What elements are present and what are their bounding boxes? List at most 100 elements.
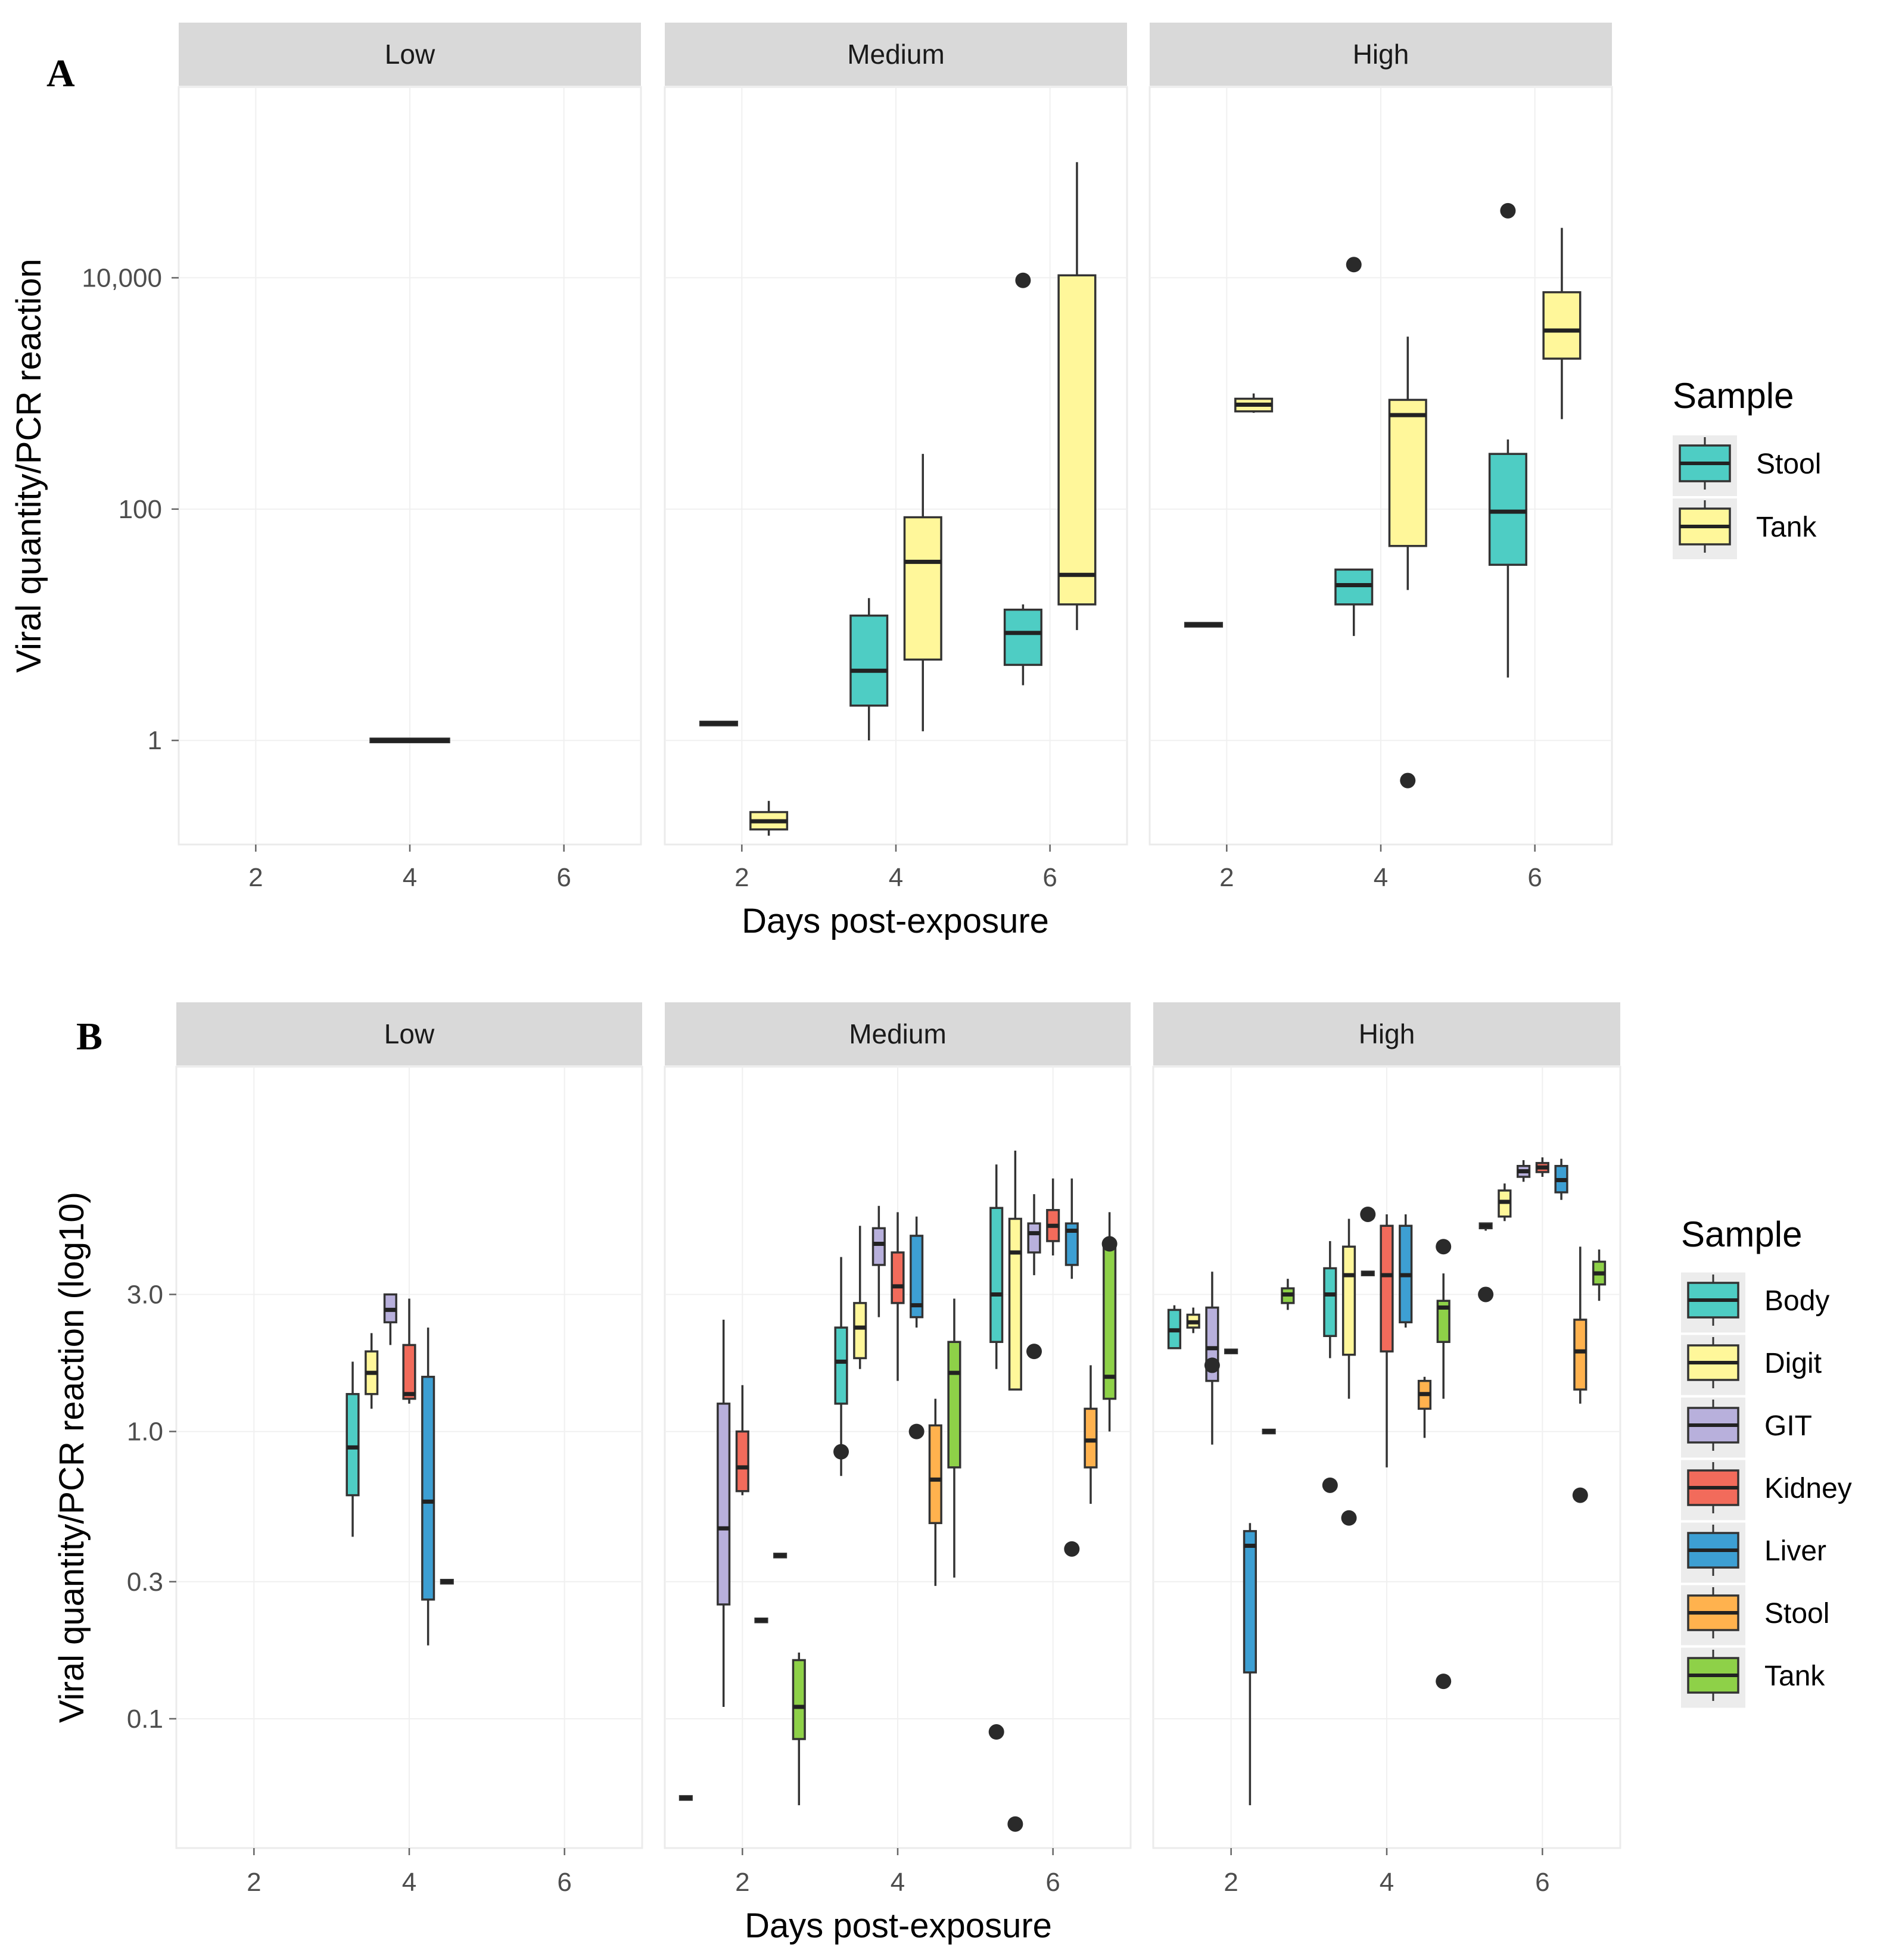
box-liver-day4	[908, 1216, 925, 1439]
box-iqr	[717, 1403, 731, 1606]
box-iqr	[402, 1344, 416, 1400]
legend-label: Tank	[1756, 512, 1817, 543]
legend-label: Liver	[1764, 1535, 1826, 1567]
box-iqr	[1064, 1222, 1079, 1266]
box-tank-day6	[1592, 1249, 1607, 1301]
y-tick-label: 1.0	[127, 1417, 163, 1447]
box-stool-day4	[1417, 1376, 1432, 1438]
legend-item-tank: Tank	[1681, 1647, 1825, 1708]
box-liver-day2	[754, 1618, 768, 1624]
box-stool-day6	[1572, 1247, 1588, 1503]
legend-label: Digit	[1764, 1348, 1822, 1379]
outlier-point	[1500, 202, 1516, 219]
box-body-day6	[1478, 1222, 1494, 1302]
box-iqr	[1084, 1407, 1098, 1469]
x-tick-label: 4	[403, 863, 417, 892]
facet-strip-label: High	[1353, 39, 1409, 70]
outlier-point	[908, 1423, 925, 1439]
box-stool-day2	[1184, 622, 1224, 628]
legend-item-stool: Stool	[1673, 435, 1821, 496]
box-iqr	[989, 1207, 1004, 1343]
legend: Sample Body Digit GIT Kidney Liver Stool Tank	[1681, 1214, 1852, 1708]
box-stool-day4	[369, 737, 450, 743]
outlier-point	[988, 1724, 1004, 1740]
box-stool-day6	[1084, 1365, 1098, 1504]
facet-medium: Medium 2 4 6	[664, 1002, 1132, 1897]
outlier-point	[833, 1444, 849, 1460]
box-stool-day2	[1262, 1428, 1276, 1435]
box-digit-day4	[1341, 1219, 1357, 1526]
box-iqr	[1573, 1319, 1587, 1391]
box-liver-day6	[1554, 1158, 1568, 1200]
y-tick-label: 1	[148, 726, 162, 755]
facet-strip	[665, 1002, 1131, 1065]
box-stool-day6	[1488, 202, 1527, 678]
outlier-point	[1478, 1286, 1494, 1302]
outlier-point	[1436, 1674, 1452, 1690]
box-digit-day4	[853, 1226, 867, 1369]
panel-letter: A	[46, 52, 75, 95]
facet-high: High 2 4 6	[1148, 23, 1613, 892]
box-body-day4	[1322, 1241, 1338, 1493]
box-iqr	[903, 516, 942, 661]
x-tick-label: 2	[247, 1868, 261, 1897]
facet-strip-label: Medium	[849, 1018, 947, 1049]
x-tick-label: 6	[556, 863, 571, 892]
box-tank-day4	[903, 454, 942, 731]
outlier-point	[1341, 1510, 1357, 1526]
outlier-point	[1204, 1357, 1220, 1373]
box-liver-day4	[1399, 1214, 1413, 1328]
box-stool-day4	[440, 1579, 454, 1585]
outlier-point	[1436, 1239, 1452, 1255]
facet-medium: Medium 2 4 6	[664, 23, 1128, 892]
y-axis-title: Viral quantity/PCR reaction (log10)	[52, 1192, 91, 1723]
legend-item-git: GIT	[1681, 1397, 1812, 1458]
x-axis-title: Days post-exposure	[745, 1906, 1052, 1945]
box-kidney-day4	[891, 1212, 905, 1381]
box-kidney-day2	[1224, 1348, 1238, 1354]
box-kidney-day2	[735, 1385, 749, 1495]
box-iqr	[853, 1302, 867, 1360]
box-tank-day4	[1388, 336, 1427, 789]
box-iqr	[1341, 1245, 1356, 1356]
x-tick-label: 4	[402, 1868, 416, 1897]
legend-label: Stool	[1764, 1598, 1829, 1629]
box-tank-day6	[1101, 1212, 1118, 1432]
box-iqr	[1542, 291, 1582, 360]
legend-item-stool: Stool	[1681, 1585, 1829, 1646]
box-iqr	[928, 1424, 942, 1525]
y-axis-title: Viral quantity/PCR reaction	[10, 258, 48, 672]
x-tick-label: 6	[1045, 1868, 1060, 1897]
box-iqr	[1003, 608, 1042, 666]
box-tank-day2	[749, 800, 789, 836]
outlier-point	[1360, 1206, 1376, 1222]
box-kidney-day4	[1380, 1214, 1394, 1467]
facet-low: Low 2 4 6 0.1 0.3 1.0 3.0	[127, 1002, 643, 1897]
legend-label: GIT	[1764, 1410, 1812, 1442]
box-iqr	[792, 1659, 806, 1740]
box-body-day4	[345, 1361, 360, 1537]
box-tank-day2	[792, 1652, 806, 1806]
box-digit-day4	[365, 1333, 379, 1409]
box-kidney-day4	[402, 1298, 416, 1404]
box-stool-day2	[699, 721, 739, 727]
box-iqr	[345, 1392, 360, 1497]
facet-strip	[179, 23, 641, 86]
legend-title: Sample	[1673, 376, 1794, 416]
box-tank-day4	[1436, 1239, 1452, 1690]
box-iqr	[735, 1430, 749, 1492]
x-tick-label: 2	[734, 863, 749, 892]
y-tick-label: 10,000	[82, 263, 162, 292]
panel-b: B Low 2 4 6 0.1 0.3 1.0 3.0 Medium 2 4 6 High 2 4 6 Days …	[52, 1002, 1852, 1945]
legend-item-body: Body	[1681, 1272, 1829, 1333]
box-iqr	[1027, 1222, 1041, 1254]
box-kidney-day6	[1535, 1157, 1549, 1177]
y-tick-label: 100	[119, 495, 162, 524]
facet-strip-label: Medium	[847, 39, 945, 70]
outlier-point	[1015, 272, 1031, 288]
legend-label: Body	[1764, 1285, 1829, 1317]
box-iqr	[910, 1235, 924, 1319]
box-git-day2	[1204, 1272, 1220, 1445]
box-body-day6	[988, 1164, 1004, 1740]
